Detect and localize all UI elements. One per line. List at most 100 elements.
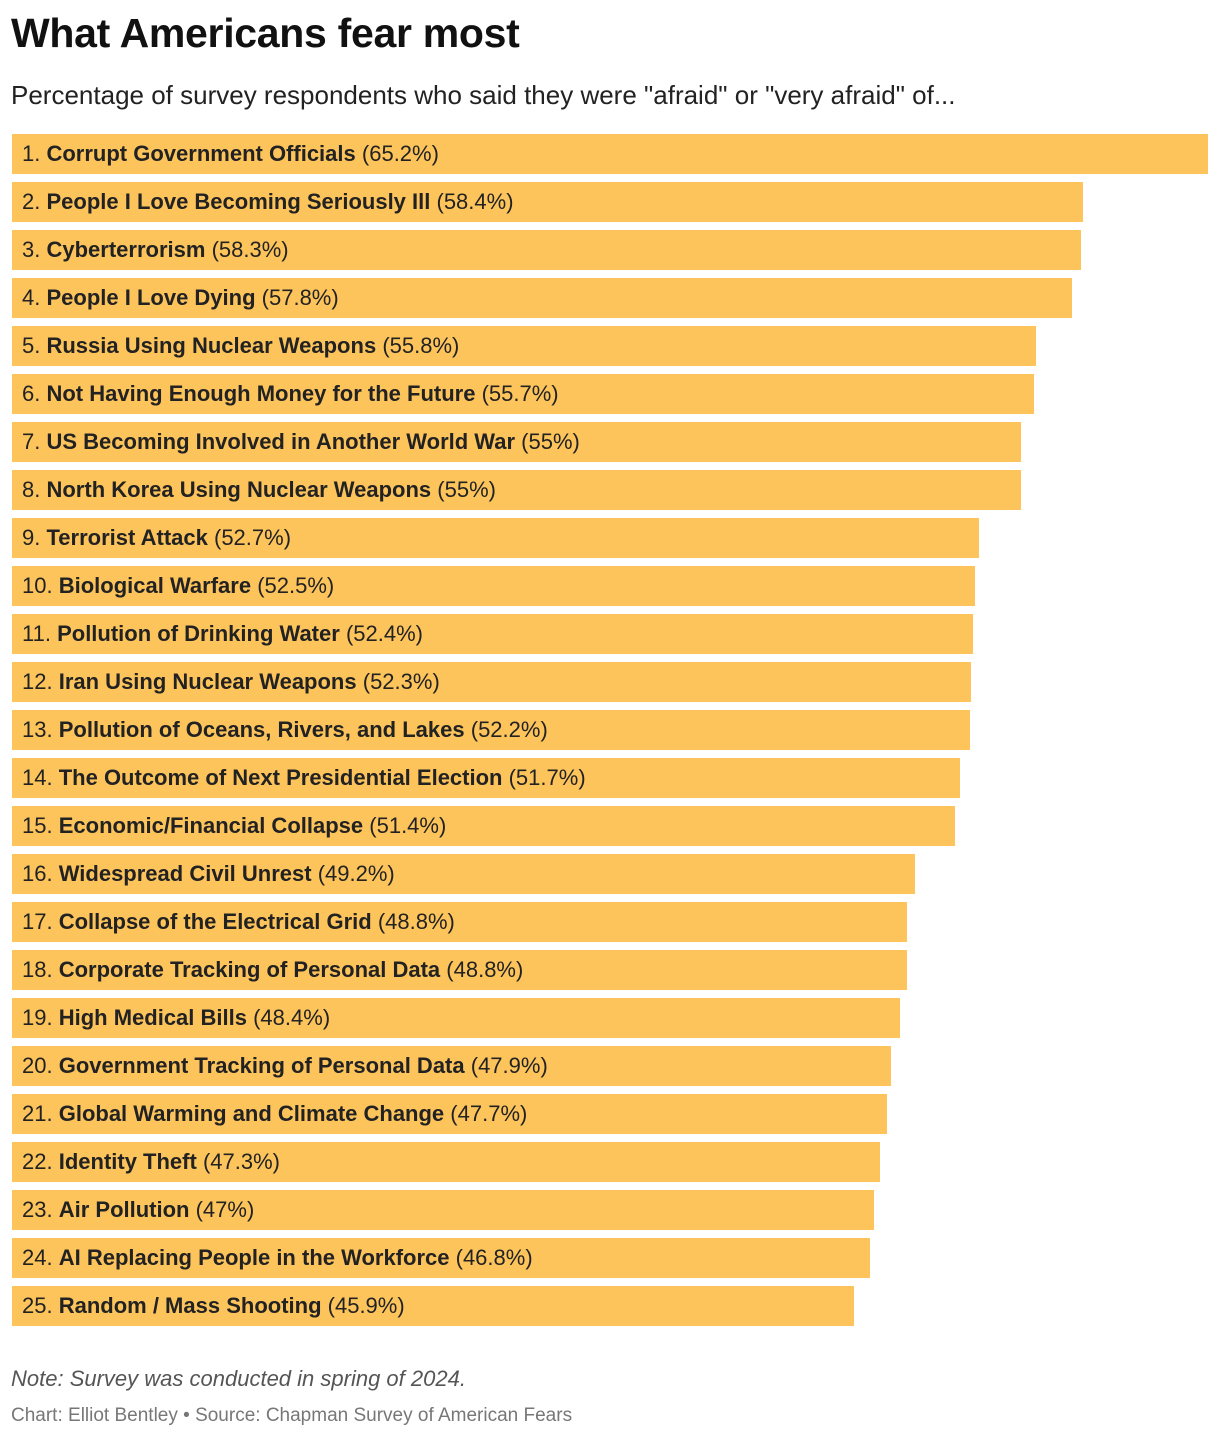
bar-rank: 5. xyxy=(22,333,41,358)
bar-category: US Becoming Involved in Another World Wa… xyxy=(46,429,516,454)
bar-value-label: (57.8%) xyxy=(261,285,339,310)
bar-value-label: (65.2%) xyxy=(361,141,439,166)
bar-category: Biological Warfare xyxy=(58,573,252,598)
chart-title: What Americans fear most xyxy=(11,10,520,56)
bar-rank: 3. xyxy=(22,237,41,262)
bar-row: 6. Not Having Enough Money for the Futur… xyxy=(12,374,1208,414)
bar-rank: 13. xyxy=(22,717,53,742)
bar-rank: 24. xyxy=(22,1245,53,1270)
bar-value-label: (52.2%) xyxy=(470,717,548,742)
bar xyxy=(12,374,1034,414)
bar-rank: 16. xyxy=(22,861,53,886)
bar-category: Pollution of Drinking Water xyxy=(57,621,340,646)
bar-value-label: (52.7%) xyxy=(214,525,292,550)
bar-category: North Korea Using Nuclear Weapons xyxy=(46,477,432,502)
bar xyxy=(12,278,1072,318)
bar-label: 18. Corporate Tracking of Personal Data … xyxy=(22,950,523,990)
bar-label: 11. Pollution of Drinking Water (52.4%) xyxy=(22,614,423,654)
bar-rank: 9. xyxy=(22,525,41,550)
bar xyxy=(12,518,979,558)
bar-value-label: (46.8%) xyxy=(455,1245,533,1270)
bar-label: 12. Iran Using Nuclear Weapons (52.3%) xyxy=(22,662,440,702)
bar-category: People I Love Becoming Seriously Ill xyxy=(46,189,431,214)
bar-value-label: (52.3%) xyxy=(362,669,440,694)
bar-category: Collapse of the Electrical Grid xyxy=(58,909,372,934)
bar-row: 3. Cyberterrorism (58.3%) xyxy=(12,230,1208,270)
bar-rank: 19. xyxy=(22,1005,53,1030)
bar-row: 19. High Medical Bills (48.4%) xyxy=(12,998,1208,1038)
bar-label: 20. Government Tracking of Personal Data… xyxy=(22,1046,548,1086)
bar-label: 25. Random / Mass Shooting (45.9%) xyxy=(22,1286,405,1326)
bar-rank: 10. xyxy=(22,573,53,598)
bar-label: 14. The Outcome of Next Presidential Ele… xyxy=(22,758,586,798)
bar-row: 5. Russia Using Nuclear Weapons (55.8%) xyxy=(12,326,1208,366)
bar-rank: 2. xyxy=(22,189,41,214)
bar-rank: 23. xyxy=(22,1197,53,1222)
bar-chart: 1. Corrupt Government Officials (65.2%) 2… xyxy=(12,134,1208,1334)
bar-category: Corporate Tracking of Personal Data xyxy=(58,957,441,982)
bar-row: 17. Collapse of the Electrical Grid (48.… xyxy=(12,902,1208,942)
bar-rank: 18. xyxy=(22,957,53,982)
bar-category: Widespread Civil Unrest xyxy=(58,861,312,886)
bar-row: 11. Pollution of Drinking Water (52.4%) xyxy=(12,614,1208,654)
bar-row: 9. Terrorist Attack (52.7%) xyxy=(12,518,1208,558)
bar-rank: 6. xyxy=(22,381,41,406)
bar-label: 22. Identity Theft (47.3%) xyxy=(22,1142,280,1182)
bar xyxy=(12,1238,870,1278)
bar-label: 1. Corrupt Government Officials (65.2%) xyxy=(22,134,439,174)
bar-rank: 12. xyxy=(22,669,53,694)
bar-label: 21. Global Warming and Climate Change (4… xyxy=(22,1094,527,1134)
bar-category: Economic/Financial Collapse xyxy=(58,813,364,838)
bar-row: 13. Pollution of Oceans, Rivers, and Lak… xyxy=(12,710,1208,750)
bar-label: 3. Cyberterrorism (58.3%) xyxy=(22,230,289,270)
bar-category: Russia Using Nuclear Weapons xyxy=(46,333,377,358)
bar-category: High Medical Bills xyxy=(58,1005,247,1030)
bar-row: 10. Biological Warfare (52.5%) xyxy=(12,566,1208,606)
bar-value-label: (51.4%) xyxy=(369,813,447,838)
bar-rank: 21. xyxy=(22,1101,53,1126)
bar xyxy=(12,230,1081,270)
bar-row: 22. Identity Theft (47.3%) xyxy=(12,1142,1208,1182)
bar-value-label: (48.8%) xyxy=(377,909,455,934)
bar xyxy=(12,998,900,1038)
bar-label: 9. Terrorist Attack (52.7%) xyxy=(22,518,291,558)
bar-category: Iran Using Nuclear Weapons xyxy=(58,669,357,694)
bar-value-label: (49.2%) xyxy=(317,861,395,886)
bar xyxy=(12,758,960,798)
bar xyxy=(12,902,907,942)
bar-row: 8. North Korea Using Nuclear Weapons (55… xyxy=(12,470,1208,510)
bar-rank: 25. xyxy=(22,1293,53,1318)
bar-rank: 11. xyxy=(22,621,51,646)
bar xyxy=(12,614,973,654)
bar xyxy=(12,710,970,750)
bar-row: 21. Global Warming and Climate Change (4… xyxy=(12,1094,1208,1134)
bar-category: Identity Theft xyxy=(58,1149,197,1174)
bar-value-label: (58.3%) xyxy=(211,237,289,262)
bar-category: Terrorist Attack xyxy=(46,525,208,550)
bar-rank: 20. xyxy=(22,1053,53,1078)
bar-label: 23. Air Pollution (47%) xyxy=(22,1190,254,1230)
bar-category: People I Love Dying xyxy=(46,285,256,310)
bar xyxy=(12,182,1083,222)
bar-label: 17. Collapse of the Electrical Grid (48.… xyxy=(22,902,455,942)
bar xyxy=(12,854,915,894)
bar-rank: 7. xyxy=(22,429,41,454)
bar-label: 13. Pollution of Oceans, Rivers, and Lak… xyxy=(22,710,548,750)
bar-value-label: (48.8%) xyxy=(446,957,524,982)
chart-note: Note: Survey was conducted in spring of … xyxy=(11,1366,466,1391)
bar xyxy=(12,326,1036,366)
bar-label: 4. People I Love Dying (57.8%) xyxy=(22,278,339,318)
bar xyxy=(12,1046,891,1086)
bar-row: 7. US Becoming Involved in Another World… xyxy=(12,422,1208,462)
bar-value-label: (47.7%) xyxy=(450,1101,528,1126)
bar xyxy=(12,1094,887,1134)
bar-row: 1. Corrupt Government Officials (65.2%) xyxy=(12,134,1208,174)
bar-category: Pollution of Oceans, Rivers, and Lakes xyxy=(58,717,465,742)
bar-row: 4. People I Love Dying (57.8%) xyxy=(12,278,1208,318)
bar-category: Not Having Enough Money for the Future xyxy=(46,381,476,406)
bar-row: 14. The Outcome of Next Presidential Ele… xyxy=(12,758,1208,798)
bar-value-label: (55%) xyxy=(437,477,496,502)
bar-row: 25. Random / Mass Shooting (45.9%) xyxy=(12,1286,1208,1326)
bar-label: 5. Russia Using Nuclear Weapons (55.8%) xyxy=(22,326,459,366)
bar-value-label: (47.3%) xyxy=(202,1149,280,1174)
